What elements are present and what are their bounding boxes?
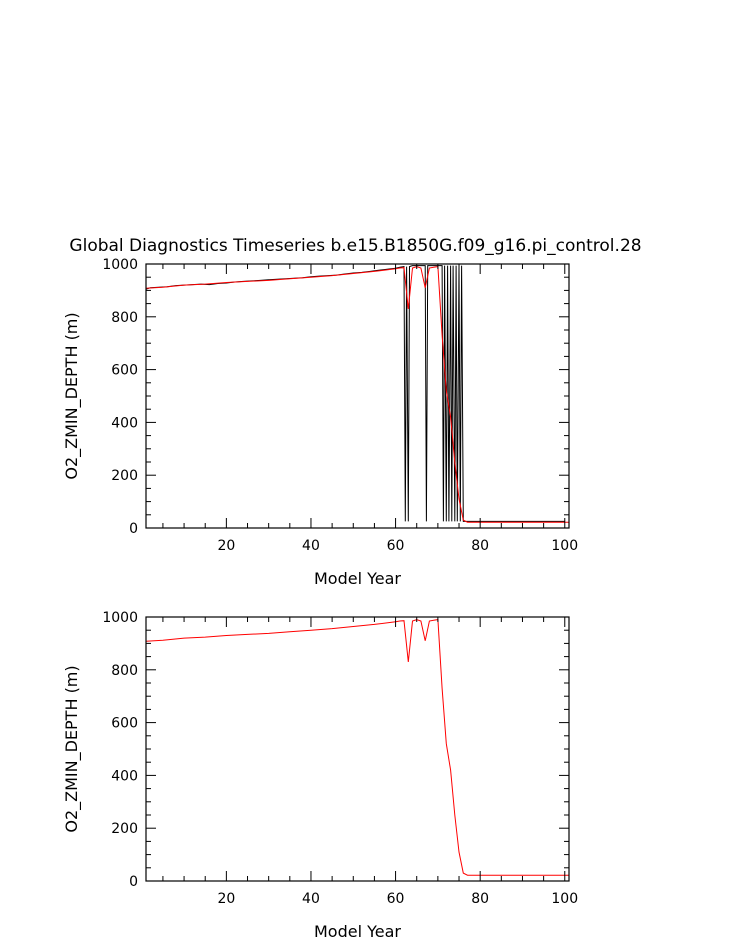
x-tick-label: 80 (471, 891, 489, 907)
y-tick-label: 1000 (102, 610, 138, 626)
y-tick-label: 400 (111, 768, 138, 784)
series-group (146, 265, 569, 523)
chart-title: Global Diagnostics Timeseries b.e15.B185… (69, 236, 641, 256)
y-tick-label: 200 (111, 468, 138, 484)
y-tick-label: 200 (111, 821, 138, 837)
x-axis-label: Model Year (314, 922, 401, 941)
x-tick-label: 100 (551, 538, 578, 554)
x-tick-label: 20 (217, 891, 235, 907)
y-tick-label: 600 (111, 716, 138, 732)
x-tick-label: 100 (551, 891, 578, 907)
x-tick-label: 40 (302, 891, 320, 907)
series-line-annual (146, 266, 569, 523)
x-tick-label: 60 (387, 538, 405, 554)
plot-1: Global Diagnostics Timeseries b.e15.B185… (62, 236, 642, 588)
y-tick-label: 0 (129, 521, 138, 537)
y-tick-label: 800 (111, 310, 138, 326)
x-tick-label: 80 (471, 538, 489, 554)
x-tick-label: 20 (217, 538, 235, 554)
y-tick-label: 0 (129, 874, 138, 890)
series-group (146, 619, 569, 876)
y-tick-label: 600 (111, 363, 138, 379)
y-tick-label: 800 (111, 663, 138, 679)
series-line-annual (146, 619, 569, 876)
y-axis-label: O2_ZMIN_DEPTH (m) (62, 665, 82, 832)
x-axis-label: Model Year (314, 569, 401, 588)
y-axis-label: O2_ZMIN_DEPTH (m) (62, 312, 82, 479)
x-tick-label: 60 (387, 891, 405, 907)
y-tick-label: 400 (111, 415, 138, 431)
y-tick-label: 1000 (102, 257, 138, 273)
x-tick-label: 40 (302, 538, 320, 554)
